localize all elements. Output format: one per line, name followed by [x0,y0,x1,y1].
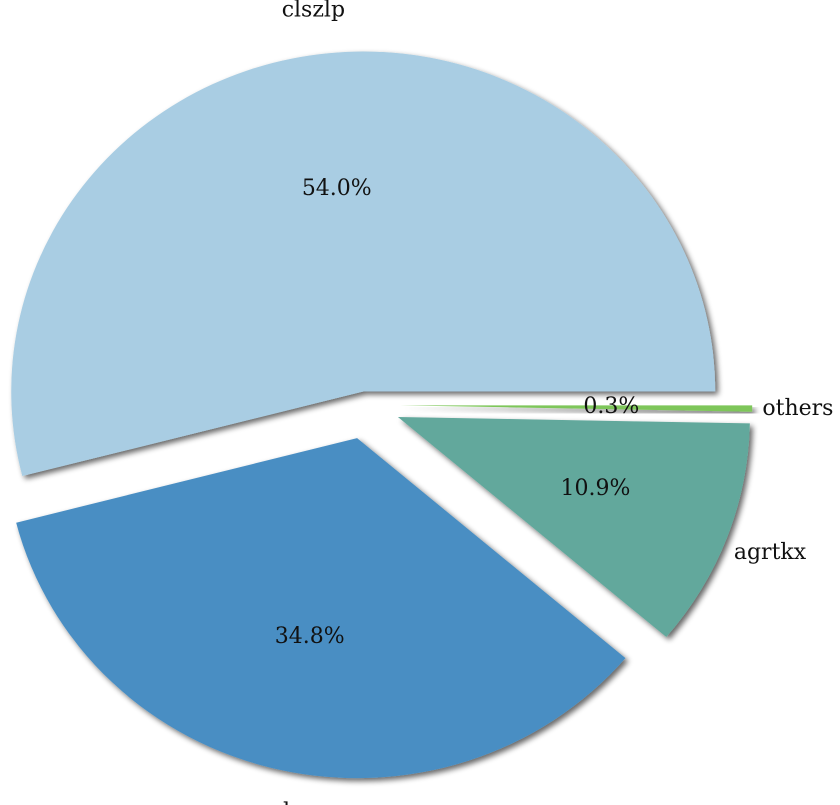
pie-slice [11,51,716,477]
pie-slice [400,405,753,412]
percent-label: 34.8% [275,624,345,649]
percent-label: 10.9% [561,476,631,501]
percent-label: 54.0% [302,176,372,201]
percent-label: 0.3% [583,394,639,419]
pie-slice [16,438,626,779]
slice-label: clszlp [282,0,345,22]
slice-label: others [762,396,833,421]
pie-slice [397,417,750,638]
slice-label: mseshy [226,800,310,805]
slice-label: agrtkx [734,540,807,565]
